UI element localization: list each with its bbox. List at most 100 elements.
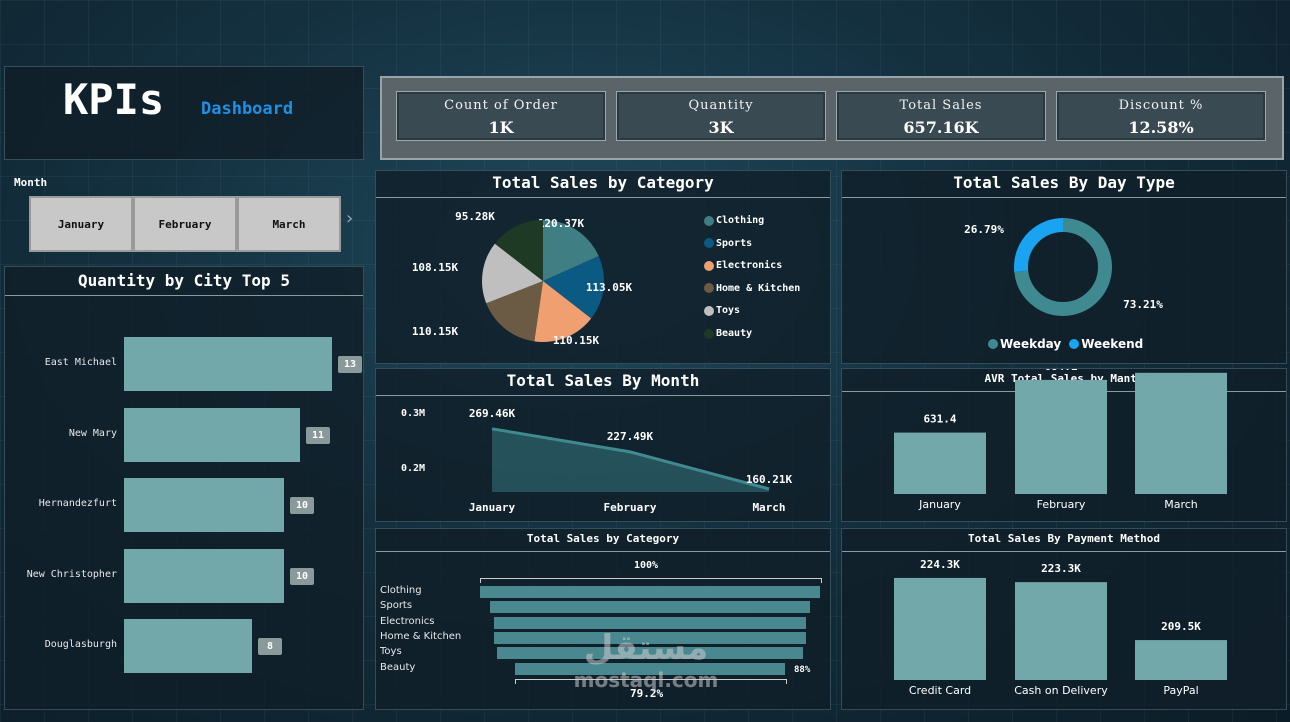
bar-data-label: 224.3K bbox=[920, 558, 960, 571]
title-panel: KPIs Dashboard bbox=[4, 66, 364, 160]
city-chart-panel: Quantity by City Top 5 East Michael 13 New… bbox=[4, 266, 364, 710]
dashboard-subtitle: Dashboard bbox=[201, 99, 294, 119]
funnel-bar bbox=[515, 662, 785, 675]
bar bbox=[894, 432, 986, 494]
city-label: Douglasburgh bbox=[44, 639, 117, 650]
donut-data-label: 73.21% bbox=[1123, 298, 1163, 311]
divider bbox=[376, 197, 830, 198]
month-slicer: Month January February March › bbox=[4, 170, 362, 258]
pie-slice bbox=[494, 220, 543, 281]
divider bbox=[376, 551, 830, 552]
city-value: 10 bbox=[290, 567, 314, 585]
legend-dot bbox=[704, 283, 714, 294]
month-option-march[interactable]: March bbox=[237, 196, 341, 252]
kpi-value: 1K bbox=[488, 118, 514, 137]
x-tick-label: January bbox=[469, 501, 516, 514]
funnel-bar bbox=[480, 586, 820, 598]
month-option-january[interactable]: January bbox=[29, 196, 133, 252]
city-bar bbox=[124, 619, 252, 673]
day-type-donut-chart: 73.21% 26.79% bbox=[964, 218, 1163, 316]
chevron-right-icon[interactable]: › bbox=[346, 208, 354, 229]
kpi-value: 3K bbox=[708, 118, 734, 137]
donut-segment bbox=[1014, 218, 1112, 316]
category-pie-panel: Total Sales by Category 120.37K 113.05K 11… bbox=[375, 170, 831, 364]
data-label: 227.49K bbox=[607, 430, 654, 443]
legend-weekday: Weekday bbox=[988, 337, 1061, 351]
x-tick-label: January bbox=[918, 498, 961, 511]
funnel-bar bbox=[494, 616, 806, 629]
kpi-card-discount: Discount % 12.58% bbox=[1056, 91, 1266, 141]
legend-label-weekday: Weekday bbox=[1000, 337, 1062, 351]
city-label: New Mary bbox=[68, 427, 117, 439]
avg-month-panel: AVR Total Sales by Manth 631.4January684… bbox=[841, 368, 1287, 522]
pie-slice bbox=[482, 243, 543, 304]
donut-data-label: 26.79% bbox=[964, 223, 1004, 236]
kpi-label: Total Sales bbox=[899, 98, 983, 113]
legend-item: Electronics bbox=[704, 260, 782, 271]
city-value: 11 bbox=[306, 426, 330, 444]
legend-item: Toys bbox=[704, 305, 740, 316]
pie-slice bbox=[534, 281, 592, 342]
month-area-chart: 0.3M 0.2M 269.46K January 227.49K February 160… bbox=[401, 407, 793, 514]
divider bbox=[5, 295, 363, 296]
avg-month-bar-chart: 631.4January684.1February691.2March bbox=[894, 369, 1227, 511]
kpi-panel: Count of Order 1K Quantity 3K Total Sale… bbox=[380, 76, 1284, 160]
funnel-category-label: Toys bbox=[380, 646, 402, 658]
payment-bar-chart: 224.3K Credit Card 223.3K Cash on Delivery 2… bbox=[894, 558, 1227, 697]
kpi-card-orders: Count of Order 1K bbox=[396, 91, 606, 141]
legend-label: Sports bbox=[716, 237, 753, 249]
divider bbox=[842, 197, 1286, 198]
kpi-card-total-sales: Total Sales 657.16K bbox=[836, 91, 1046, 141]
payment-title: Total Sales By Payment Method bbox=[967, 532, 1161, 545]
legend-label: Home & Kitchen bbox=[716, 282, 801, 294]
kpi-card-quantity: Quantity 3K bbox=[616, 91, 826, 141]
funnel-top-bracket bbox=[480, 578, 822, 583]
bar-data-label: 631.4 bbox=[923, 413, 956, 426]
category-pie-title: Total Sales by Category bbox=[492, 173, 714, 192]
pie-slice bbox=[486, 281, 543, 342]
funnel-bottom-bracket bbox=[515, 679, 787, 684]
legend-weekend: Weekend bbox=[1069, 337, 1143, 351]
pie-data-label: 113.05K bbox=[586, 281, 633, 294]
legend-item: Home & Kitchen bbox=[704, 283, 800, 294]
legend-dot bbox=[704, 328, 714, 339]
city-bar bbox=[124, 337, 332, 391]
city-bar bbox=[124, 407, 300, 462]
legend-label: Clothing bbox=[716, 215, 765, 226]
kpi-label: Discount % bbox=[1118, 98, 1204, 113]
x-tick-label: PayPal bbox=[1163, 684, 1198, 697]
city-value: 8 bbox=[258, 638, 282, 655]
legend-dot bbox=[704, 260, 714, 271]
funnel-category-label: Beauty bbox=[380, 661, 416, 673]
pie-data-label: 110.15K bbox=[412, 325, 459, 338]
category-funnel-panel: Total Sales by Category 100% Clothing Spo… bbox=[375, 528, 831, 710]
pie-slice bbox=[543, 256, 604, 319]
legend-item: Beauty bbox=[704, 328, 752, 339]
divider bbox=[842, 551, 1286, 552]
y-tick-label: 0.2M bbox=[401, 463, 425, 474]
city-label: East Michael bbox=[44, 357, 117, 368]
funnel-bar bbox=[490, 601, 810, 614]
city-bar-chart: East Michael 13 New Mary 11 Hernandezfurt 10 N… bbox=[5, 267, 363, 709]
category-funnel-title: Total Sales by Category bbox=[526, 532, 680, 545]
x-tick-label: March bbox=[752, 501, 785, 514]
month-slicer-label: Month bbox=[14, 176, 48, 189]
pie-slice bbox=[543, 220, 599, 281]
city-value: 13 bbox=[338, 356, 362, 373]
city-value: 10 bbox=[290, 497, 314, 514]
legend-label-weekend: Weekend bbox=[1081, 337, 1144, 351]
bar-data-label: 684.1 bbox=[1044, 369, 1077, 373]
month-option-february[interactable]: February bbox=[133, 196, 237, 252]
city-bar bbox=[124, 548, 284, 603]
dashboard-title: KPIs bbox=[63, 75, 165, 124]
category-funnel-chart: Clothing Sports Electronics Home & Kitchen T… bbox=[376, 529, 830, 709]
legend-dot bbox=[704, 215, 714, 226]
payment-panel: Total Sales By Payment Method 224.3K Cred… bbox=[841, 528, 1287, 710]
funnel-category-label: Electronics bbox=[380, 615, 435, 627]
x-tick-label: March bbox=[1164, 498, 1198, 511]
month-line-panel: Total Sales By Month 0.3M 0.2M 269.46K Janu… bbox=[375, 368, 831, 522]
legend-label: Electronics bbox=[716, 260, 783, 272]
bar bbox=[1015, 379, 1107, 494]
legend-label: Beauty bbox=[716, 328, 753, 339]
legend-item: Clothing bbox=[704, 215, 764, 226]
